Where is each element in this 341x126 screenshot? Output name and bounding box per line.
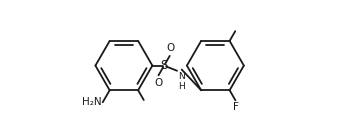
Text: N
H: N H bbox=[179, 72, 186, 91]
Text: H₂N: H₂N bbox=[82, 97, 102, 107]
Text: F: F bbox=[233, 102, 239, 112]
Text: O: O bbox=[166, 43, 174, 53]
Text: S: S bbox=[160, 59, 168, 72]
Text: O: O bbox=[154, 78, 162, 88]
